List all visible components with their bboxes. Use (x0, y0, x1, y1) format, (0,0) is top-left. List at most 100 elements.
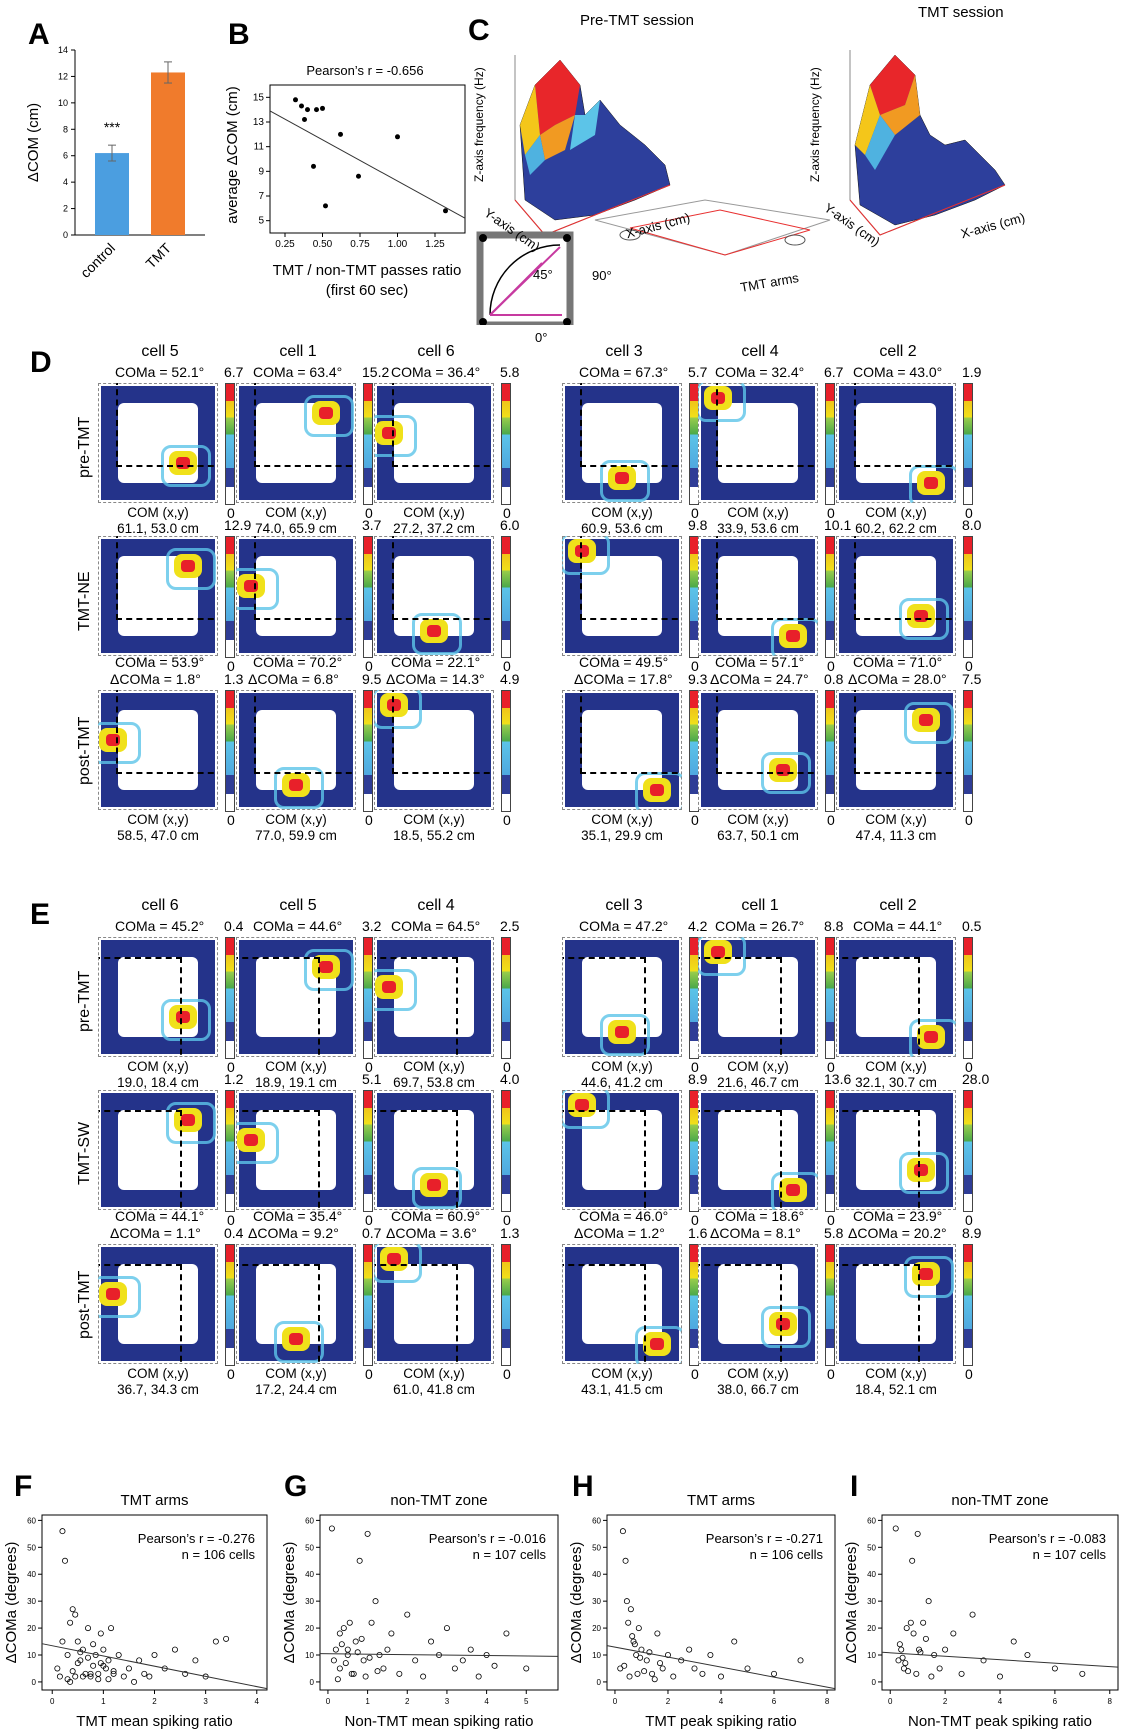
cell-name: cell 4 (741, 343, 779, 360)
colorbar-max: 8.9 (962, 1225, 982, 1241)
hotspot-red (427, 1179, 441, 1191)
panel-letter-h: H (572, 1470, 594, 1503)
hotspot-red (427, 625, 441, 637)
hotspot-halo (635, 1326, 682, 1364)
regression-line (269, 110, 466, 219)
chart-title: TMT arms (687, 1492, 755, 1509)
colorbar-min: 0 (691, 1366, 699, 1382)
y-tick-label: 12 (58, 71, 68, 81)
y-tick-label: 60 (592, 1516, 601, 1525)
arena-outline (98, 1244, 218, 1364)
data-point (372, 1598, 379, 1605)
data-point (125, 1665, 132, 1672)
x-axis-label-2: (first 60 sec) (326, 282, 409, 299)
colorbar-max: 0.7 (362, 1225, 382, 1241)
hotspot-red (776, 1318, 790, 1330)
tmt-arms-outline (116, 690, 218, 774)
colorbar-min: 0 (503, 1212, 511, 1228)
colorbar-min: 0 (227, 658, 235, 674)
arena-outline (374, 383, 494, 503)
x-tick-label: 0.50 (313, 239, 333, 250)
heatmap-arena (98, 690, 218, 810)
delta-coma-value: ΔCOMa = 3.6° (386, 1225, 477, 1241)
arena-outline (562, 690, 682, 810)
panel-letter-e: E (30, 898, 51, 931)
data-point (936, 1665, 943, 1672)
hotspot-red (711, 392, 725, 404)
x-tick-label: 8 (825, 1697, 830, 1706)
data-point (336, 1630, 343, 1637)
colorbar (501, 690, 511, 812)
delta-coma-value: ΔCOMa = 24.7° (710, 671, 809, 687)
y-tick-label: 20 (867, 1624, 876, 1633)
data-point (67, 1619, 74, 1626)
x-tick-label: 4 (998, 1697, 1003, 1706)
colorbar-max: 5.8 (500, 364, 520, 380)
heatmap-arena (562, 1244, 682, 1364)
x-tick-label: 1.00 (388, 239, 408, 250)
data-point (895, 1657, 902, 1664)
delta-coma-value: ΔCOMa = 28.0° (848, 671, 947, 687)
data-point (899, 1654, 906, 1661)
data-point (404, 1611, 411, 1618)
data-point (364, 1530, 371, 1537)
colorbar-max: 6.0 (500, 517, 520, 533)
data-point (350, 1670, 357, 1677)
colorbar (501, 383, 511, 505)
tmt-arms-outline (580, 690, 682, 774)
x-tick-label: 0 (888, 1697, 893, 1706)
colorbar-min: 0 (827, 1366, 835, 1382)
panel-c-zlabel-right: Z-axis frequency (Hz) (808, 67, 822, 182)
tmt-arms-outline (98, 1110, 182, 1210)
coma-value: COMa = 44.6° (253, 918, 343, 934)
coma-value: COMa = 63.4° (253, 364, 343, 380)
x-tick-label: 3 (203, 1697, 208, 1706)
data-point (922, 1635, 929, 1642)
colorbar-max: 2.5 (500, 918, 520, 934)
colorbar-min: 0 (965, 1212, 973, 1228)
hotspot-halo (600, 460, 650, 502)
colorbar-max: 1.2 (224, 1071, 244, 1087)
arena-outline (836, 690, 956, 810)
x-axis-label: Non-TMT mean spiking ratio (345, 1713, 534, 1730)
data-point (131, 1678, 138, 1685)
data-point (686, 1646, 693, 1653)
tmt-arms-outline (392, 536, 494, 620)
x-tick-label: 0 (613, 1697, 618, 1706)
colorbar (225, 383, 235, 505)
colorbar (225, 690, 235, 812)
y-axis-label: ΔCOMa (degrees) (3, 1542, 20, 1664)
data-point (649, 1670, 656, 1677)
com-value: 18.9, 19.1 cm (255, 1075, 337, 1090)
arena-outline (698, 1090, 818, 1210)
colorbar-min: 0 (965, 658, 973, 674)
com-value: 44.6, 41.2 cm (581, 1075, 663, 1090)
y-tick-label: 30 (867, 1597, 876, 1606)
hotspot-red (786, 630, 800, 642)
x-tick-label: 0.25 (275, 239, 295, 250)
data-point (293, 97, 298, 103)
colorbar-min: 0 (227, 812, 235, 828)
surface-plot-pre-tmt (514, 55, 671, 236)
tmt-arms-outline (374, 957, 458, 1057)
tmt-arms-outline (236, 1264, 320, 1364)
colorbar-max: 0.8 (824, 671, 844, 687)
delta-coma-value: ΔCOMa = 9.2° (248, 1225, 339, 1241)
coma-value: COMa = 36.4° (391, 364, 481, 380)
stat-n: n = 107 cells (473, 1547, 547, 1562)
data-point (629, 1633, 636, 1640)
delta-coma-value: ΔCOMa = 20.2° (848, 1225, 947, 1241)
com-value: 17.2, 24.4 cm (255, 1382, 337, 1397)
y-tick-label: 9 (258, 166, 264, 177)
tmt-arms-outline (254, 536, 356, 620)
hotspot-halo (166, 548, 216, 590)
heatmap-arena (698, 1244, 818, 1364)
data-point (622, 1557, 629, 1564)
com-label: COM (x,y) (865, 812, 927, 827)
colorbar-max: 1.3 (500, 1225, 520, 1241)
data-point (942, 1646, 949, 1653)
colorbar-max: 4.0 (500, 1071, 520, 1087)
data-point (105, 1676, 112, 1683)
tmt-arms-outline (854, 690, 956, 774)
data-point (900, 1665, 907, 1672)
